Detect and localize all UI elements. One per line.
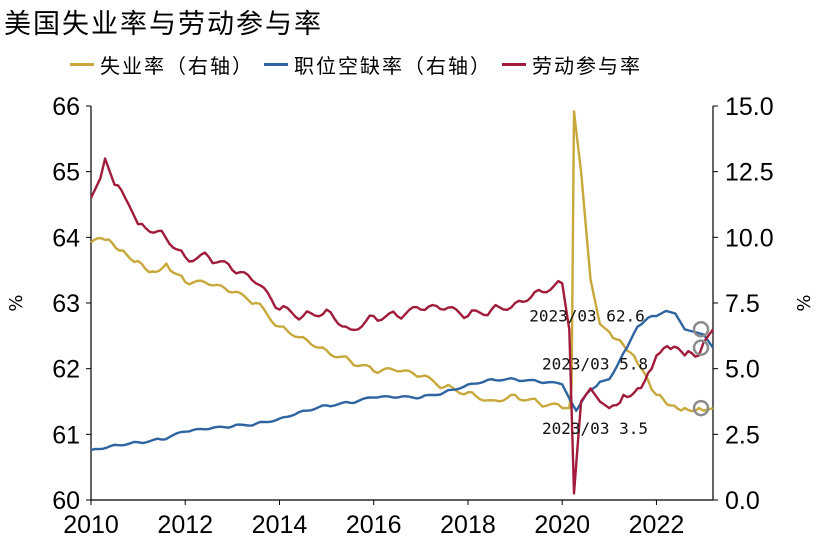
right-tick-label: 10.0 xyxy=(725,224,774,252)
left-axis-label: % xyxy=(6,294,27,311)
x-tick-label: 2020 xyxy=(534,511,590,539)
legend-swatch-participation xyxy=(502,62,526,66)
left-tick-label: 61 xyxy=(52,421,80,449)
right-tick-label: 2.5 xyxy=(725,421,760,449)
right-tick-label: 0.0 xyxy=(725,487,760,515)
legend-label-participation: 劳动参与率 xyxy=(532,53,642,78)
legend-item-unemployment: 失业率（右轴） xyxy=(70,50,254,79)
x-tick-label: 2018 xyxy=(440,511,496,539)
legend-item-participation: 劳动参与率 xyxy=(502,50,642,79)
right-tick-label: 12.5 xyxy=(725,159,774,187)
annotation-marker xyxy=(692,399,710,417)
x-tick-label: 2016 xyxy=(346,511,402,539)
legend: 失业率（右轴） 职位空缺率（右轴） 劳动参与率 xyxy=(70,48,642,80)
annotation-label: 2023/03 3.5 xyxy=(542,419,648,438)
series-line-2 xyxy=(89,157,714,495)
x-tick-label: 2022 xyxy=(629,511,685,539)
x-tick-label: 2014 xyxy=(252,511,308,539)
series-line-0 xyxy=(90,110,714,413)
x-tick-label: 2010 xyxy=(63,511,119,539)
chart-title: 美国失业率与劳动参与率 xyxy=(4,9,323,40)
annotation-label: 2023/03 62.6 xyxy=(529,306,645,325)
x-tick-label: 2012 xyxy=(157,511,213,539)
right-tick-label: 5.0 xyxy=(725,356,760,384)
legend-item-job-openings: 职位空缺率（右轴） xyxy=(264,50,492,79)
right-axis-label: % xyxy=(794,294,815,311)
left-tick-label: 64 xyxy=(52,224,80,252)
legend-swatch-job-openings xyxy=(264,62,288,66)
legend-swatch-unemployment xyxy=(70,62,94,66)
left-tick-label: 62 xyxy=(52,356,80,384)
left-tick-label: 60 xyxy=(52,487,80,515)
left-tick-label: 65 xyxy=(52,159,80,187)
annotation-label: 2023/03 5.8 xyxy=(542,355,648,374)
series-line-1 xyxy=(90,309,714,452)
annotation-marker xyxy=(692,321,710,338)
annotation-marker xyxy=(692,339,710,356)
right-tick-label: 15.0 xyxy=(725,93,774,121)
left-tick-label: 66 xyxy=(52,93,80,121)
left-tick-label: 63 xyxy=(52,290,80,318)
legend-label-unemployment: 失业率（右轴） xyxy=(100,53,254,78)
right-tick-label: 7.5 xyxy=(725,290,760,318)
legend-label-job-openings: 职位空缺率（右轴） xyxy=(294,53,492,78)
